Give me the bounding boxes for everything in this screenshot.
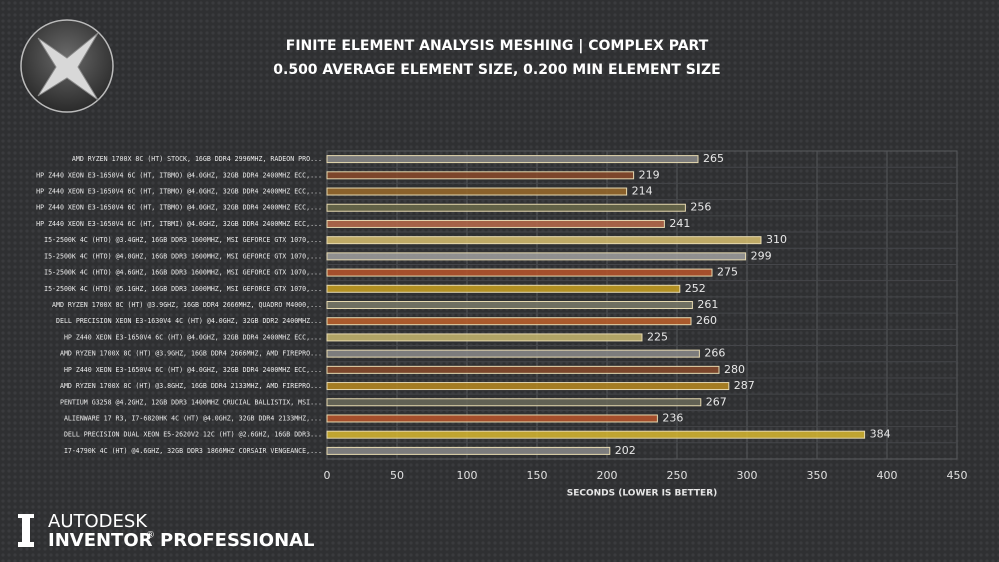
bar	[326, 268, 713, 277]
bar	[326, 414, 658, 423]
y-tick-label: I7-4790K 4C (HT) @4.6GHZ, 32GB DDR3 1866…	[64, 447, 322, 455]
x-tick-label: 150	[527, 469, 548, 482]
x-tick-label: 100	[457, 469, 478, 482]
bar	[326, 155, 699, 164]
value-label: 236	[662, 411, 683, 424]
y-tick-label: I5-2500K 4C (HTO) @4.0GHZ, 16GB DDR3 160…	[44, 252, 322, 260]
bar	[326, 430, 866, 439]
brand-product: INVENTOR	[48, 530, 153, 551]
bar	[326, 301, 693, 309]
y-tick-label: AMD RYZEN 1700X 8C (HT) @3.9GHZ, 16GB DD…	[60, 350, 322, 358]
bar	[326, 284, 681, 293]
value-label: 225	[647, 330, 668, 343]
y-tick-label: HP Z440 XEON E3-1650V4 6C (HT) @4.0GHZ, …	[64, 366, 322, 374]
x-tick-label: 450	[947, 469, 968, 482]
value-label: 252	[685, 282, 706, 295]
x-tick-label: 300	[737, 469, 758, 482]
y-tick-label: I5-2500K 4C (HTO) @4.6GHZ, 16GB DDR3 160…	[44, 269, 322, 277]
y-tick-label: AMD RYZEN 1700X 8C (HT) @3.9GHZ, 16GB DD…	[52, 301, 322, 309]
value-label: 310	[766, 233, 787, 246]
chart-title: FINITE ELEMENT ANALYSIS MESHING | COMPLE…	[286, 38, 709, 54]
bar	[326, 187, 628, 196]
value-label: 384	[870, 428, 891, 441]
x-tick-label: 350	[807, 469, 828, 482]
bar	[326, 398, 702, 407]
bar	[326, 236, 762, 245]
value-label: 214	[632, 185, 653, 198]
value-label: 266	[704, 347, 725, 360]
x-tick-label: 50	[390, 469, 404, 482]
value-label: 275	[717, 266, 738, 279]
value-label: 202	[615, 444, 636, 457]
x-axis-label: SECONDS (LOWER IS BETTER)	[567, 489, 717, 499]
brand-mark: ®	[146, 531, 155, 541]
y-tick-label: HP Z440 XEON E3-1650V4 6C (HT, ITBMO) @4…	[36, 204, 322, 212]
y-tick-label: HP Z440 XEON E3-1650V4 6C (HT, ITBMI) @4…	[36, 220, 322, 228]
chart-subtitle: 0.500 AVERAGE ELEMENT SIZE, 0.200 MIN EL…	[273, 62, 720, 78]
x-tick-label: 0	[324, 469, 331, 482]
value-label: 219	[639, 168, 660, 181]
value-label: 241	[669, 217, 690, 230]
y-tick-label: AMD RYZEN 1700X 8C (HT) @3.8GHZ, 16GB DD…	[60, 382, 322, 390]
value-label: 299	[751, 249, 772, 262]
value-label: 287	[734, 379, 755, 392]
bar	[326, 382, 730, 391]
bar	[326, 365, 720, 374]
bar	[326, 349, 700, 358]
value-label: 261	[697, 298, 718, 311]
brand-company: AUTODESK	[48, 511, 148, 532]
y-tick-label: DELL PRECISION DUAL XEON E5-2620V2 12C (…	[64, 431, 322, 439]
y-tick-label: HP Z440 XEON E3-1650V4 6C (HT) @4.0GHZ, …	[64, 333, 322, 341]
value-label: 280	[724, 363, 745, 376]
y-tick-label: DELL PRECISION XEON E3-1630V4 4C (HT) @4…	[56, 317, 322, 325]
brand: AUTODESK INVENTOR ® PROFESSIONAL	[18, 511, 315, 551]
y-tick-label: AMD RYZEN 1700X 8C (HT) STOCK, 16GB DDR4…	[72, 155, 322, 163]
value-label: 267	[706, 395, 727, 408]
y-tick-label: I5-2500K 4C (HTO) @3.4GHZ, 16GB DDR3 160…	[44, 236, 322, 244]
bar	[326, 333, 643, 342]
y-tick-label: HP Z440 XEON E3-1650V4 6C (HT, ITBMO) @4…	[36, 171, 322, 179]
bar	[326, 252, 747, 261]
y-tick-label: ALIENWARE 17 R3, I7-6820HK 4C (HT) @4.0G…	[64, 414, 322, 422]
value-label: 265	[703, 152, 724, 165]
bar	[326, 219, 665, 228]
brand-edition: PROFESSIONAL	[160, 530, 315, 551]
bar	[326, 171, 635, 180]
y-tick-label: I5-2500K 4C (HTO) @5.1GHZ, 16GB DDR3 160…	[44, 285, 322, 293]
value-label: 256	[690, 201, 711, 214]
y-tick-label: HP Z440 XEON E3-1650V4 6C (HT, ITBMO) @4…	[36, 188, 322, 196]
y-tick-label: PENTIUM G3258 @4.2GHZ, 12GB DDR3 1400MHZ…	[60, 398, 322, 406]
logo	[20, 19, 114, 113]
x-tick-label: 200	[597, 469, 618, 482]
bar	[326, 317, 692, 326]
bar	[326, 446, 611, 455]
value-label: 260	[696, 314, 717, 327]
x-tick-label: 400	[877, 469, 898, 482]
x-tick-label: 250	[667, 469, 688, 482]
bar	[326, 203, 686, 212]
